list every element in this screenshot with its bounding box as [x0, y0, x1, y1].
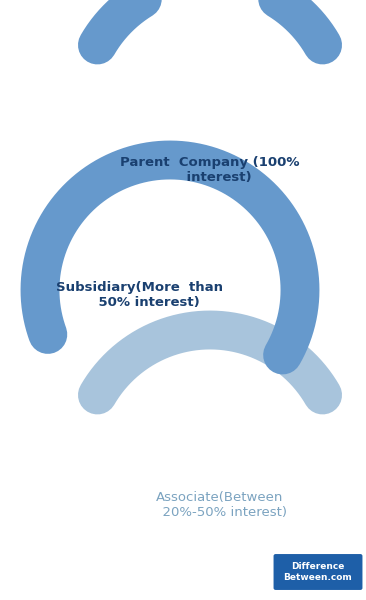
- FancyBboxPatch shape: [273, 553, 363, 591]
- Text: Associate(Between
  20%-50% interest): Associate(Between 20%-50% interest): [153, 491, 287, 519]
- Text: Difference
Between.com: Difference Between.com: [284, 562, 352, 582]
- Polygon shape: [25, 303, 55, 334]
- Polygon shape: [295, 13, 322, 45]
- Text: Subsidiary(More  than
    50% interest): Subsidiary(More than 50% interest): [56, 281, 224, 309]
- Polygon shape: [295, 363, 322, 395]
- Text: Parent  Company (100%
    interest): Parent Company (100% interest): [120, 156, 300, 184]
